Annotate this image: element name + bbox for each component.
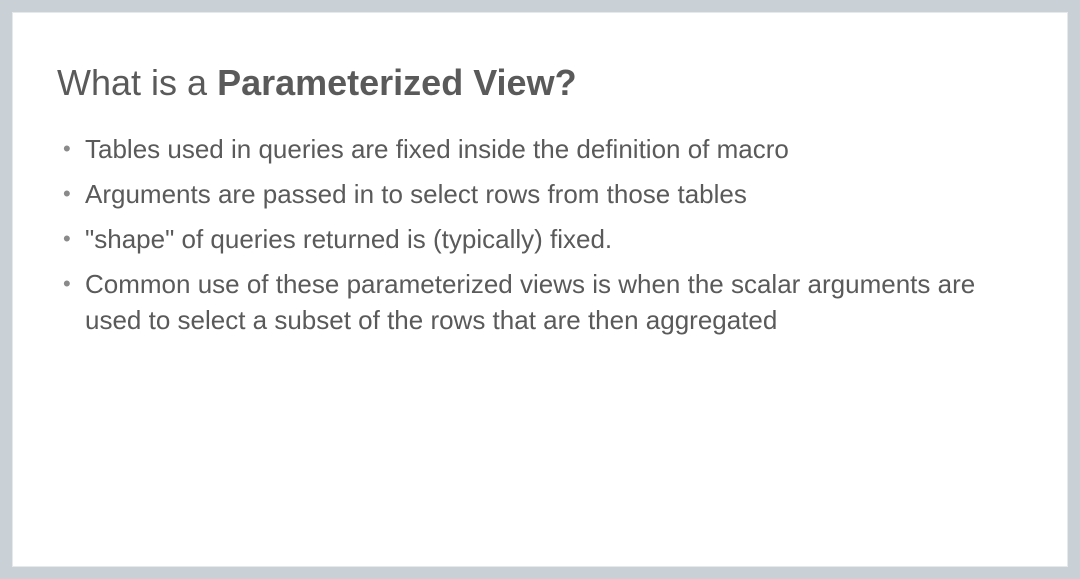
title-bold: Parameterized View? — [217, 62, 577, 103]
bullet-list: Tables used in queries are fixed inside … — [57, 132, 1023, 337]
slide-title: What is a Parameterized View? — [57, 61, 1023, 104]
list-item: Arguments are passed in to select rows f… — [57, 177, 1023, 212]
slide: What is a Parameterized View? Tables use… — [12, 12, 1068, 567]
title-prefix: What is a — [57, 62, 217, 103]
list-item: Tables used in queries are fixed inside … — [57, 132, 1023, 167]
list-item: Common use of these parameterized views … — [57, 267, 1023, 337]
list-item: "shape" of queries returned is (typicall… — [57, 222, 1023, 257]
